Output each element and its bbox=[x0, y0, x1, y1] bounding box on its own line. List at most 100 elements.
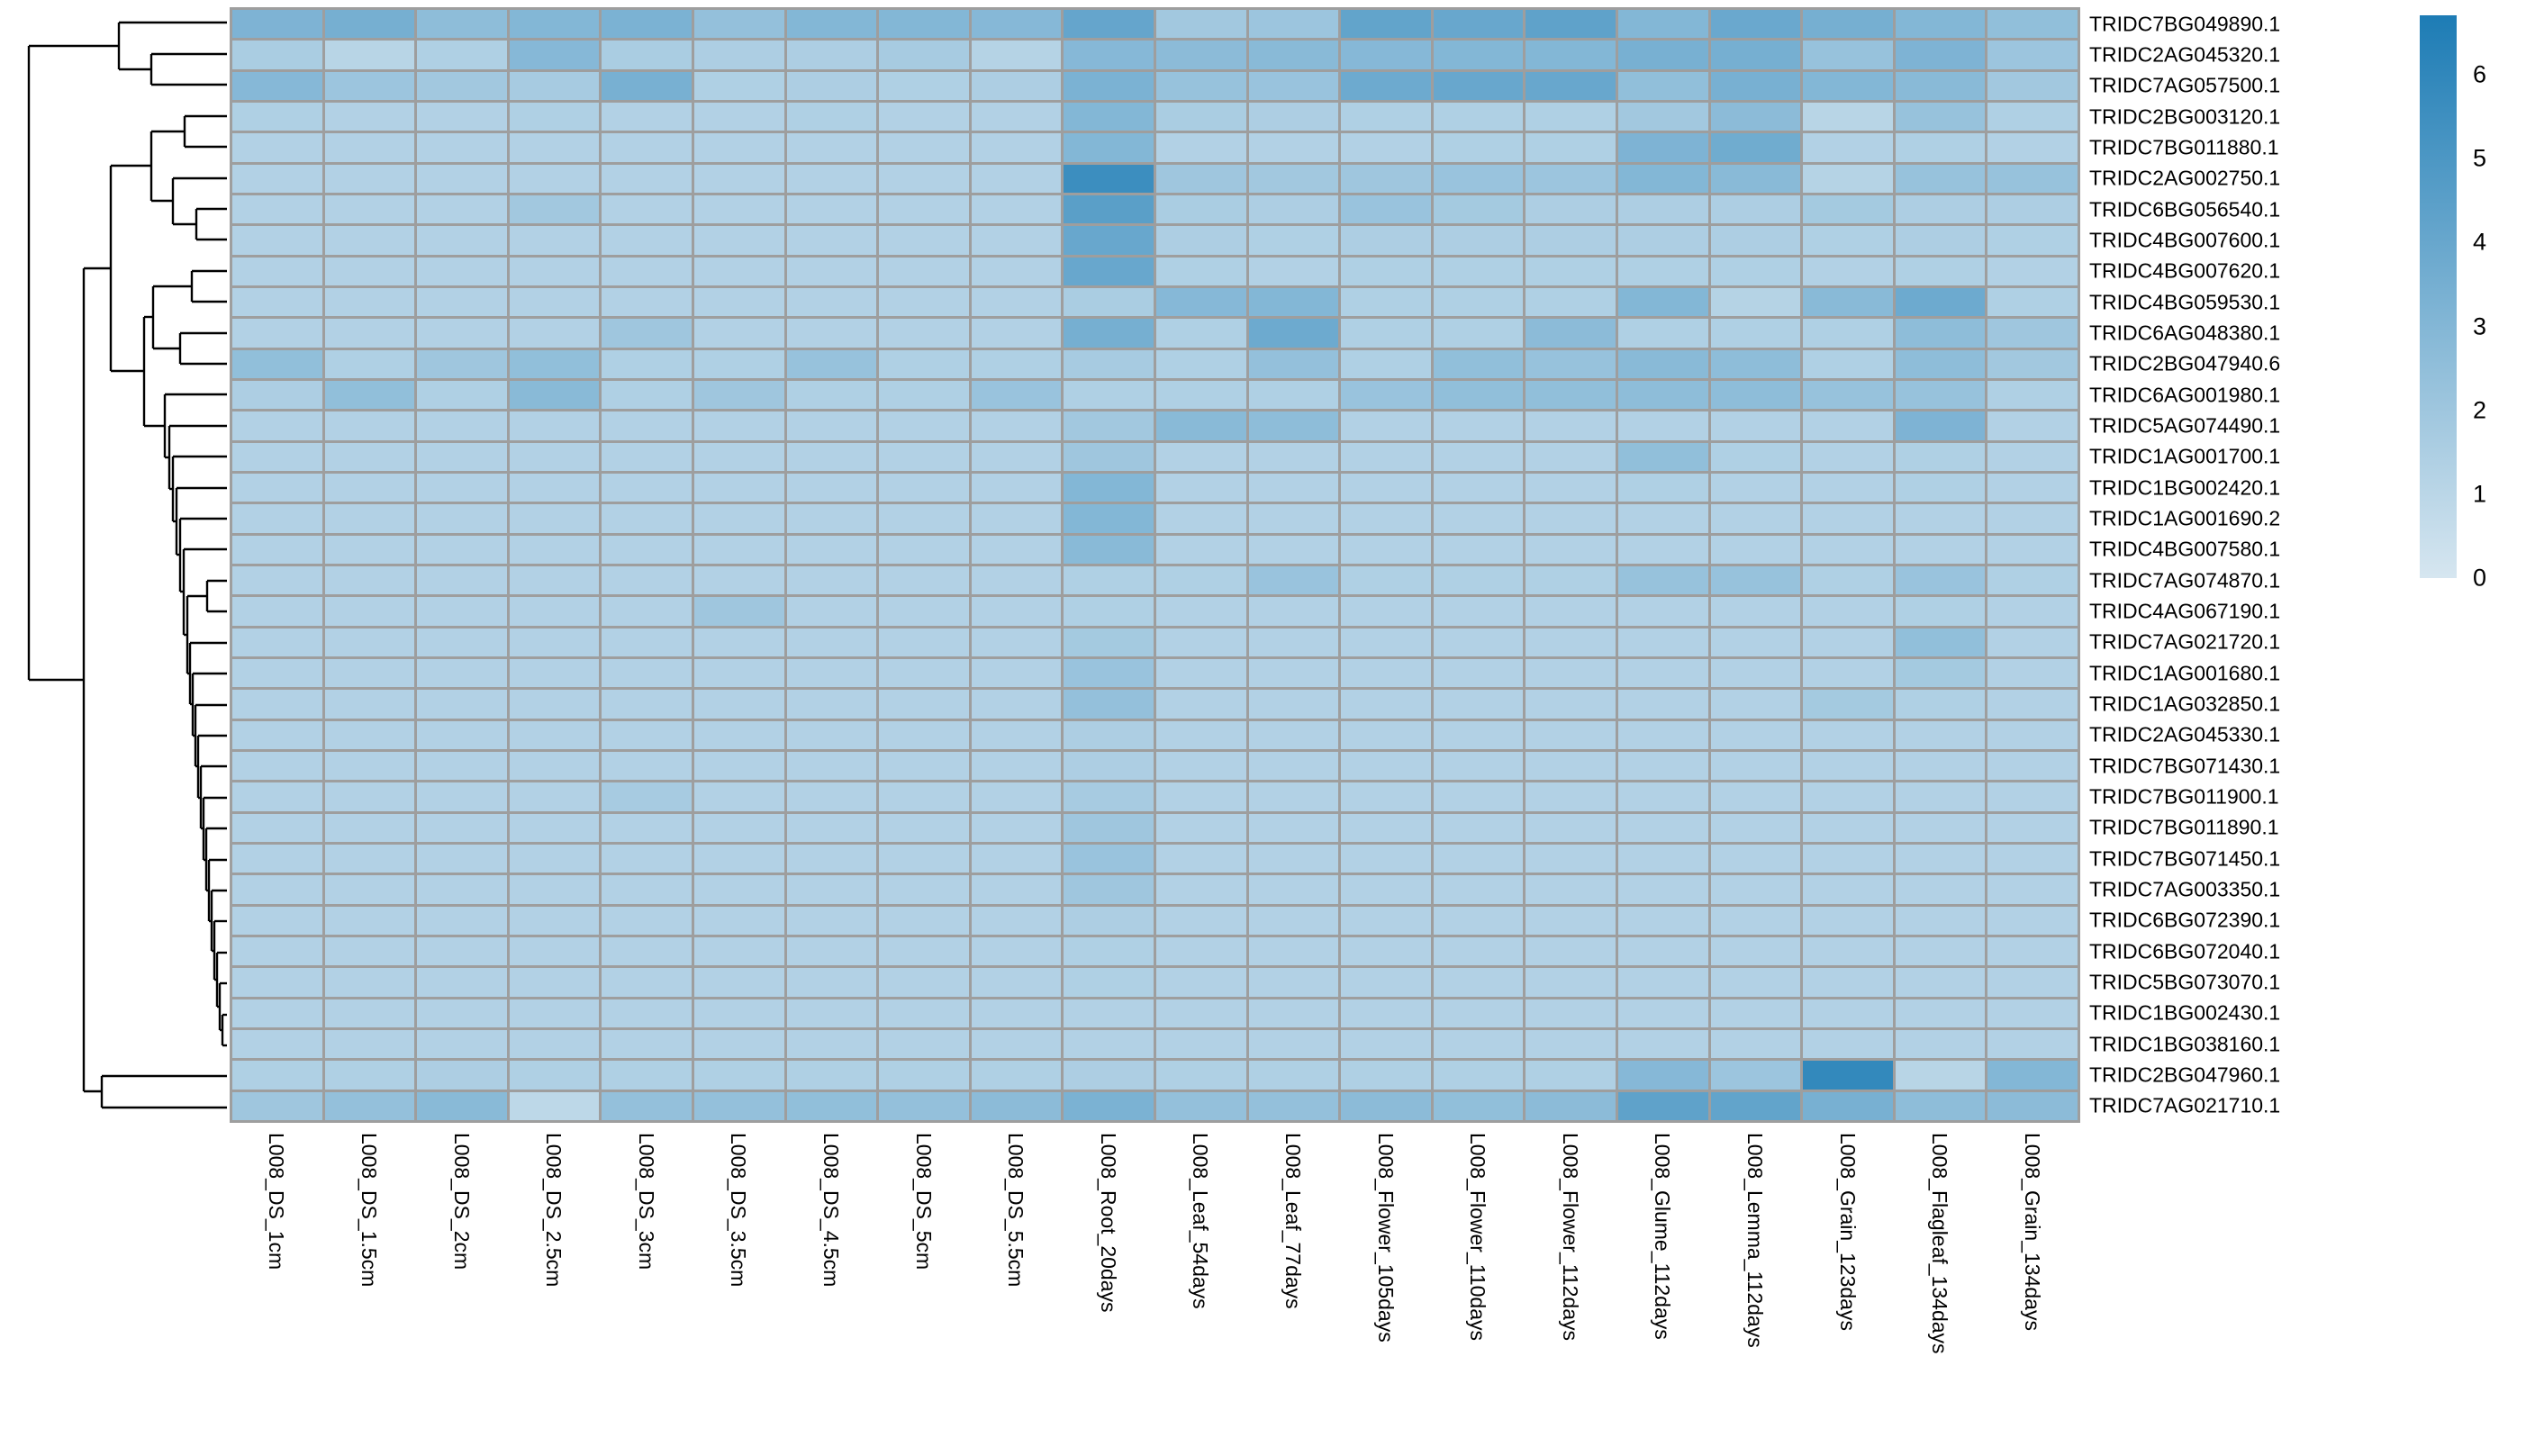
heatmap-cell bbox=[1248, 720, 1339, 749]
heatmap-cell bbox=[1618, 999, 1708, 1027]
heatmap-cell bbox=[1433, 164, 1524, 193]
heatmap-cell bbox=[602, 41, 692, 69]
heatmap-cell bbox=[1156, 442, 1246, 471]
heatmap-cell bbox=[786, 628, 877, 656]
heatmap-cell bbox=[879, 411, 969, 440]
heatmap-cell bbox=[879, 71, 969, 100]
heatmap-cell bbox=[694, 752, 784, 781]
heatmap-cell bbox=[1895, 659, 1986, 688]
heatmap-cell bbox=[786, 226, 877, 255]
heatmap-cell bbox=[1433, 195, 1524, 224]
heatmap-cell bbox=[1803, 442, 1893, 471]
heatmap-cell bbox=[1156, 195, 1246, 224]
heatmap-cell bbox=[786, 474, 877, 502]
heatmap-cell bbox=[1248, 349, 1339, 378]
legend-gradient-bar bbox=[2420, 15, 2457, 578]
heatmap-cell bbox=[694, 720, 784, 749]
heatmap-cell bbox=[417, 752, 507, 781]
heatmap-cell bbox=[1341, 474, 1431, 502]
heatmap-cell bbox=[1064, 659, 1154, 688]
row-label: TRIDC7AG003350.1 bbox=[2089, 877, 2281, 901]
heatmap-cell bbox=[786, 288, 877, 317]
heatmap-cell bbox=[1710, 10, 1801, 39]
heatmap-cell bbox=[1987, 752, 2078, 781]
heatmap-cell bbox=[1433, 442, 1524, 471]
row-label: TRIDC7BG071430.1 bbox=[2089, 754, 2281, 778]
row-label: TRIDC2BG047960.1 bbox=[2089, 1063, 2281, 1087]
heatmap-cell bbox=[509, 566, 600, 595]
heatmap-cell bbox=[1156, 566, 1246, 595]
heatmap-cell bbox=[971, 164, 1062, 193]
heatmap-cell bbox=[1341, 195, 1431, 224]
heatmap-cell bbox=[417, 628, 507, 656]
heatmap-cell bbox=[1803, 474, 1893, 502]
column-label: L008_DS_2.5cm bbox=[542, 1133, 566, 1288]
heatmap-cell bbox=[509, 164, 600, 193]
heatmap-cell bbox=[417, 411, 507, 440]
heatmap-cell bbox=[1803, 968, 1893, 997]
heatmap-cell bbox=[1895, 288, 1986, 317]
heatmap-cell bbox=[324, 133, 415, 162]
row-label: TRIDC1BG002420.1 bbox=[2089, 475, 2281, 500]
heatmap-cell bbox=[1526, 782, 1616, 811]
heatmap-cell bbox=[509, 720, 600, 749]
heatmap-cell bbox=[786, 133, 877, 162]
heatmap-cell bbox=[417, 288, 507, 317]
heatmap-cell bbox=[1341, 319, 1431, 348]
heatmap-cell bbox=[1618, 535, 1708, 564]
heatmap-cell bbox=[1803, 164, 1893, 193]
heatmap-cell bbox=[1526, 195, 1616, 224]
heatmap-cell bbox=[324, 411, 415, 440]
heatmap-cell bbox=[971, 1061, 1062, 1090]
heatmap-cell bbox=[1156, 1061, 1246, 1090]
row-label: TRIDC1AG032850.1 bbox=[2089, 692, 2281, 716]
heatmap-cell bbox=[1895, 71, 1986, 100]
heatmap-cell bbox=[1156, 133, 1246, 162]
heatmap-cell bbox=[1064, 906, 1154, 935]
heatmap-cell bbox=[509, 41, 600, 69]
heatmap-cell bbox=[324, 504, 415, 533]
heatmap-cell bbox=[232, 813, 322, 842]
heatmap-cell bbox=[879, 1030, 969, 1059]
heatmap-cell bbox=[1064, 164, 1154, 193]
heatmap-cell bbox=[1526, 103, 1616, 131]
heatmap-cell bbox=[1526, 690, 1616, 719]
heatmap-cell bbox=[602, 782, 692, 811]
heatmap-cell bbox=[1987, 813, 2078, 842]
heatmap-cell bbox=[509, 813, 600, 842]
legend-tick-label: 2 bbox=[2473, 396, 2487, 424]
heatmap-cell bbox=[417, 41, 507, 69]
heatmap-cell bbox=[1526, 41, 1616, 69]
heatmap-cell bbox=[324, 195, 415, 224]
heatmap-cell bbox=[1895, 628, 1986, 656]
heatmap-cell bbox=[694, 937, 784, 966]
heatmap-cell bbox=[1987, 474, 2078, 502]
heatmap-cell bbox=[879, 10, 969, 39]
heatmap-cell bbox=[1064, 71, 1154, 100]
heatmap-cell bbox=[1895, 442, 1986, 471]
heatmap-cell bbox=[1987, 71, 2078, 100]
heatmap-cell bbox=[602, 349, 692, 378]
heatmap-cell bbox=[324, 752, 415, 781]
heatmap-cell bbox=[694, 10, 784, 39]
heatmap-cell bbox=[232, 875, 322, 904]
heatmap-cell bbox=[1803, 103, 1893, 131]
heatmap-cell bbox=[1526, 566, 1616, 595]
heatmap-cell bbox=[602, 288, 692, 317]
heatmap-cell bbox=[509, 1091, 600, 1120]
row-label: TRIDC1AG001690.2 bbox=[2089, 506, 2281, 530]
heatmap-cell bbox=[602, 813, 692, 842]
heatmap-cell bbox=[324, 257, 415, 285]
heatmap-cell bbox=[694, 813, 784, 842]
heatmap-cell bbox=[1064, 999, 1154, 1027]
heatmap-cell bbox=[694, 566, 784, 595]
heatmap-cell bbox=[1156, 875, 1246, 904]
heatmap-cell bbox=[971, 782, 1062, 811]
heatmap-cell bbox=[694, 226, 784, 255]
heatmap-cell bbox=[232, 71, 322, 100]
heatmap-cell bbox=[694, 1061, 784, 1090]
heatmap-cell bbox=[1156, 968, 1246, 997]
heatmap-cell bbox=[1803, 257, 1893, 285]
heatmap-cell bbox=[1710, 504, 1801, 533]
heatmap-cell bbox=[324, 71, 415, 100]
